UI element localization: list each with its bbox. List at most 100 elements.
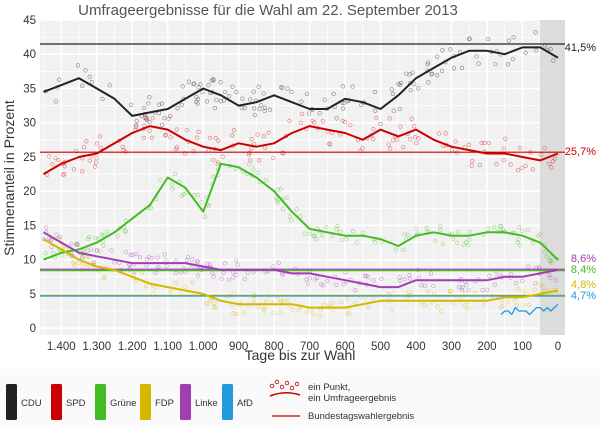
poll-point-fdp <box>448 288 453 294</box>
poll-point-fdp <box>204 301 209 306</box>
poll-point-spd <box>542 145 547 151</box>
poll-point-cdu <box>459 65 465 70</box>
poll-point-spd <box>310 118 315 124</box>
x-tick-label: 900 <box>229 341 248 353</box>
poll-point-gr-ne <box>485 226 491 231</box>
plot-area <box>40 20 565 335</box>
poll-point-linke <box>431 283 436 289</box>
x-tick-label: 200 <box>477 341 496 353</box>
poll-point-cdu <box>396 81 401 87</box>
poll-point-cdu <box>168 113 173 119</box>
y-tick-label: 30 <box>23 118 36 130</box>
poll-point-gr-ne <box>199 200 204 205</box>
trend-line-linke <box>42 231 559 289</box>
poll-point-cdu <box>198 82 203 87</box>
poll-point-spd <box>550 159 556 164</box>
poll-point-spd <box>519 165 524 171</box>
poll-point-gr-ne <box>94 248 100 253</box>
poll-point-spd <box>216 138 221 143</box>
poll-point-fdp <box>212 301 217 306</box>
poll-point-cdu <box>285 86 290 91</box>
poll-point-cdu <box>251 89 256 94</box>
poll-point-cdu <box>466 36 472 42</box>
poll-point-cdu <box>510 56 516 62</box>
poll-point-gr-ne <box>548 258 553 263</box>
poll-point-spd <box>271 155 276 161</box>
poll-point-spd <box>211 157 216 163</box>
poll-point-spd <box>150 115 155 121</box>
poll-point-cdu <box>226 94 232 99</box>
poll-point-cdu <box>179 102 184 108</box>
poll-point-linke <box>242 276 247 282</box>
poll-point-fdp <box>540 284 545 289</box>
poll-point-cdu <box>247 97 253 102</box>
poll-point-linke <box>190 257 195 262</box>
poll-point-linke <box>320 283 326 288</box>
poll-point-linke <box>533 266 539 271</box>
poll-point-spd <box>466 142 472 148</box>
poll-point-spd <box>182 151 188 156</box>
poll-point-gr-ne <box>455 230 461 235</box>
poll-point-linke <box>526 264 531 269</box>
legend-label-cdu: CDU <box>21 398 42 409</box>
x-tick-label: 1.200 <box>118 341 147 353</box>
poll-point-spd <box>412 124 417 129</box>
poll-point-linke <box>487 273 492 278</box>
poll-point-spd <box>247 157 253 163</box>
poll-point-gr-ne <box>278 187 283 192</box>
poll-point-cdu <box>218 99 224 104</box>
y-tick-label: 45 <box>23 15 36 27</box>
poll-point-gr-ne <box>80 255 85 260</box>
poll-point-gr-ne <box>413 226 419 231</box>
poll-point-gr-ne <box>492 224 497 230</box>
poll-point-spd <box>97 134 102 139</box>
poll-point-cdu <box>467 36 472 41</box>
poll-point-spd <box>494 162 499 167</box>
y-tick-label: 25 <box>23 152 36 164</box>
poll-point-linke <box>185 254 191 260</box>
poll-point-cdu <box>390 91 396 96</box>
poll-point-gr-ne <box>287 214 292 219</box>
poll-point-linke <box>149 255 154 261</box>
poll-point-cdu <box>239 105 244 111</box>
poll-point-gr-ne <box>339 237 344 243</box>
legend-point-sample <box>279 384 285 390</box>
poll-point-spd <box>340 118 345 124</box>
poll-point-spd <box>120 144 125 150</box>
poll-point-spd <box>508 162 513 167</box>
poll-point-linke <box>397 278 403 283</box>
poll-point-spd <box>501 158 506 163</box>
poll-point-cdu <box>252 106 257 111</box>
poll-point-cdu <box>144 117 150 123</box>
poll-point-cdu <box>212 106 218 111</box>
poll-point-fdp <box>339 299 344 305</box>
y-tick-label: 10 <box>23 255 36 267</box>
trend-line-afd <box>500 303 559 316</box>
x-axis-label: Tage bis zur Wahl <box>245 347 356 363</box>
result-labels: 41,5% 25,7% 8,4% 4,8% 8,6% 4,7% <box>565 42 596 302</box>
poll-point-cdu <box>57 77 62 82</box>
poll-point-fdp <box>447 288 453 294</box>
poll-point-cdu <box>391 108 396 113</box>
poll-point-spd <box>95 141 100 146</box>
poll-point-cdu <box>425 62 430 67</box>
poll-point-linke <box>92 259 97 265</box>
poll-point-spd <box>413 135 418 140</box>
poll-point-cdu <box>134 118 139 124</box>
poll-point-linke <box>520 278 525 284</box>
poll-point-cdu <box>435 73 440 78</box>
poll-point-spd <box>503 136 508 141</box>
poll-point-fdp <box>465 306 471 311</box>
poll-point-linke <box>204 262 210 267</box>
legend-background <box>0 369 600 428</box>
poll-point-cdu <box>159 101 165 106</box>
poll-point-fdp <box>296 308 301 313</box>
poll-point-cdu <box>144 116 149 121</box>
poll-point-gr-ne <box>516 237 521 242</box>
poll-point-gr-ne <box>465 242 471 248</box>
poll-point-gr-ne <box>206 203 211 209</box>
poll-point-fdp <box>498 305 503 310</box>
legend: CDU SPD Grüne FDP Linke AfD ein Punkt, ein Umfr… <box>0 369 600 428</box>
poll-point-gr-ne <box>455 240 460 246</box>
